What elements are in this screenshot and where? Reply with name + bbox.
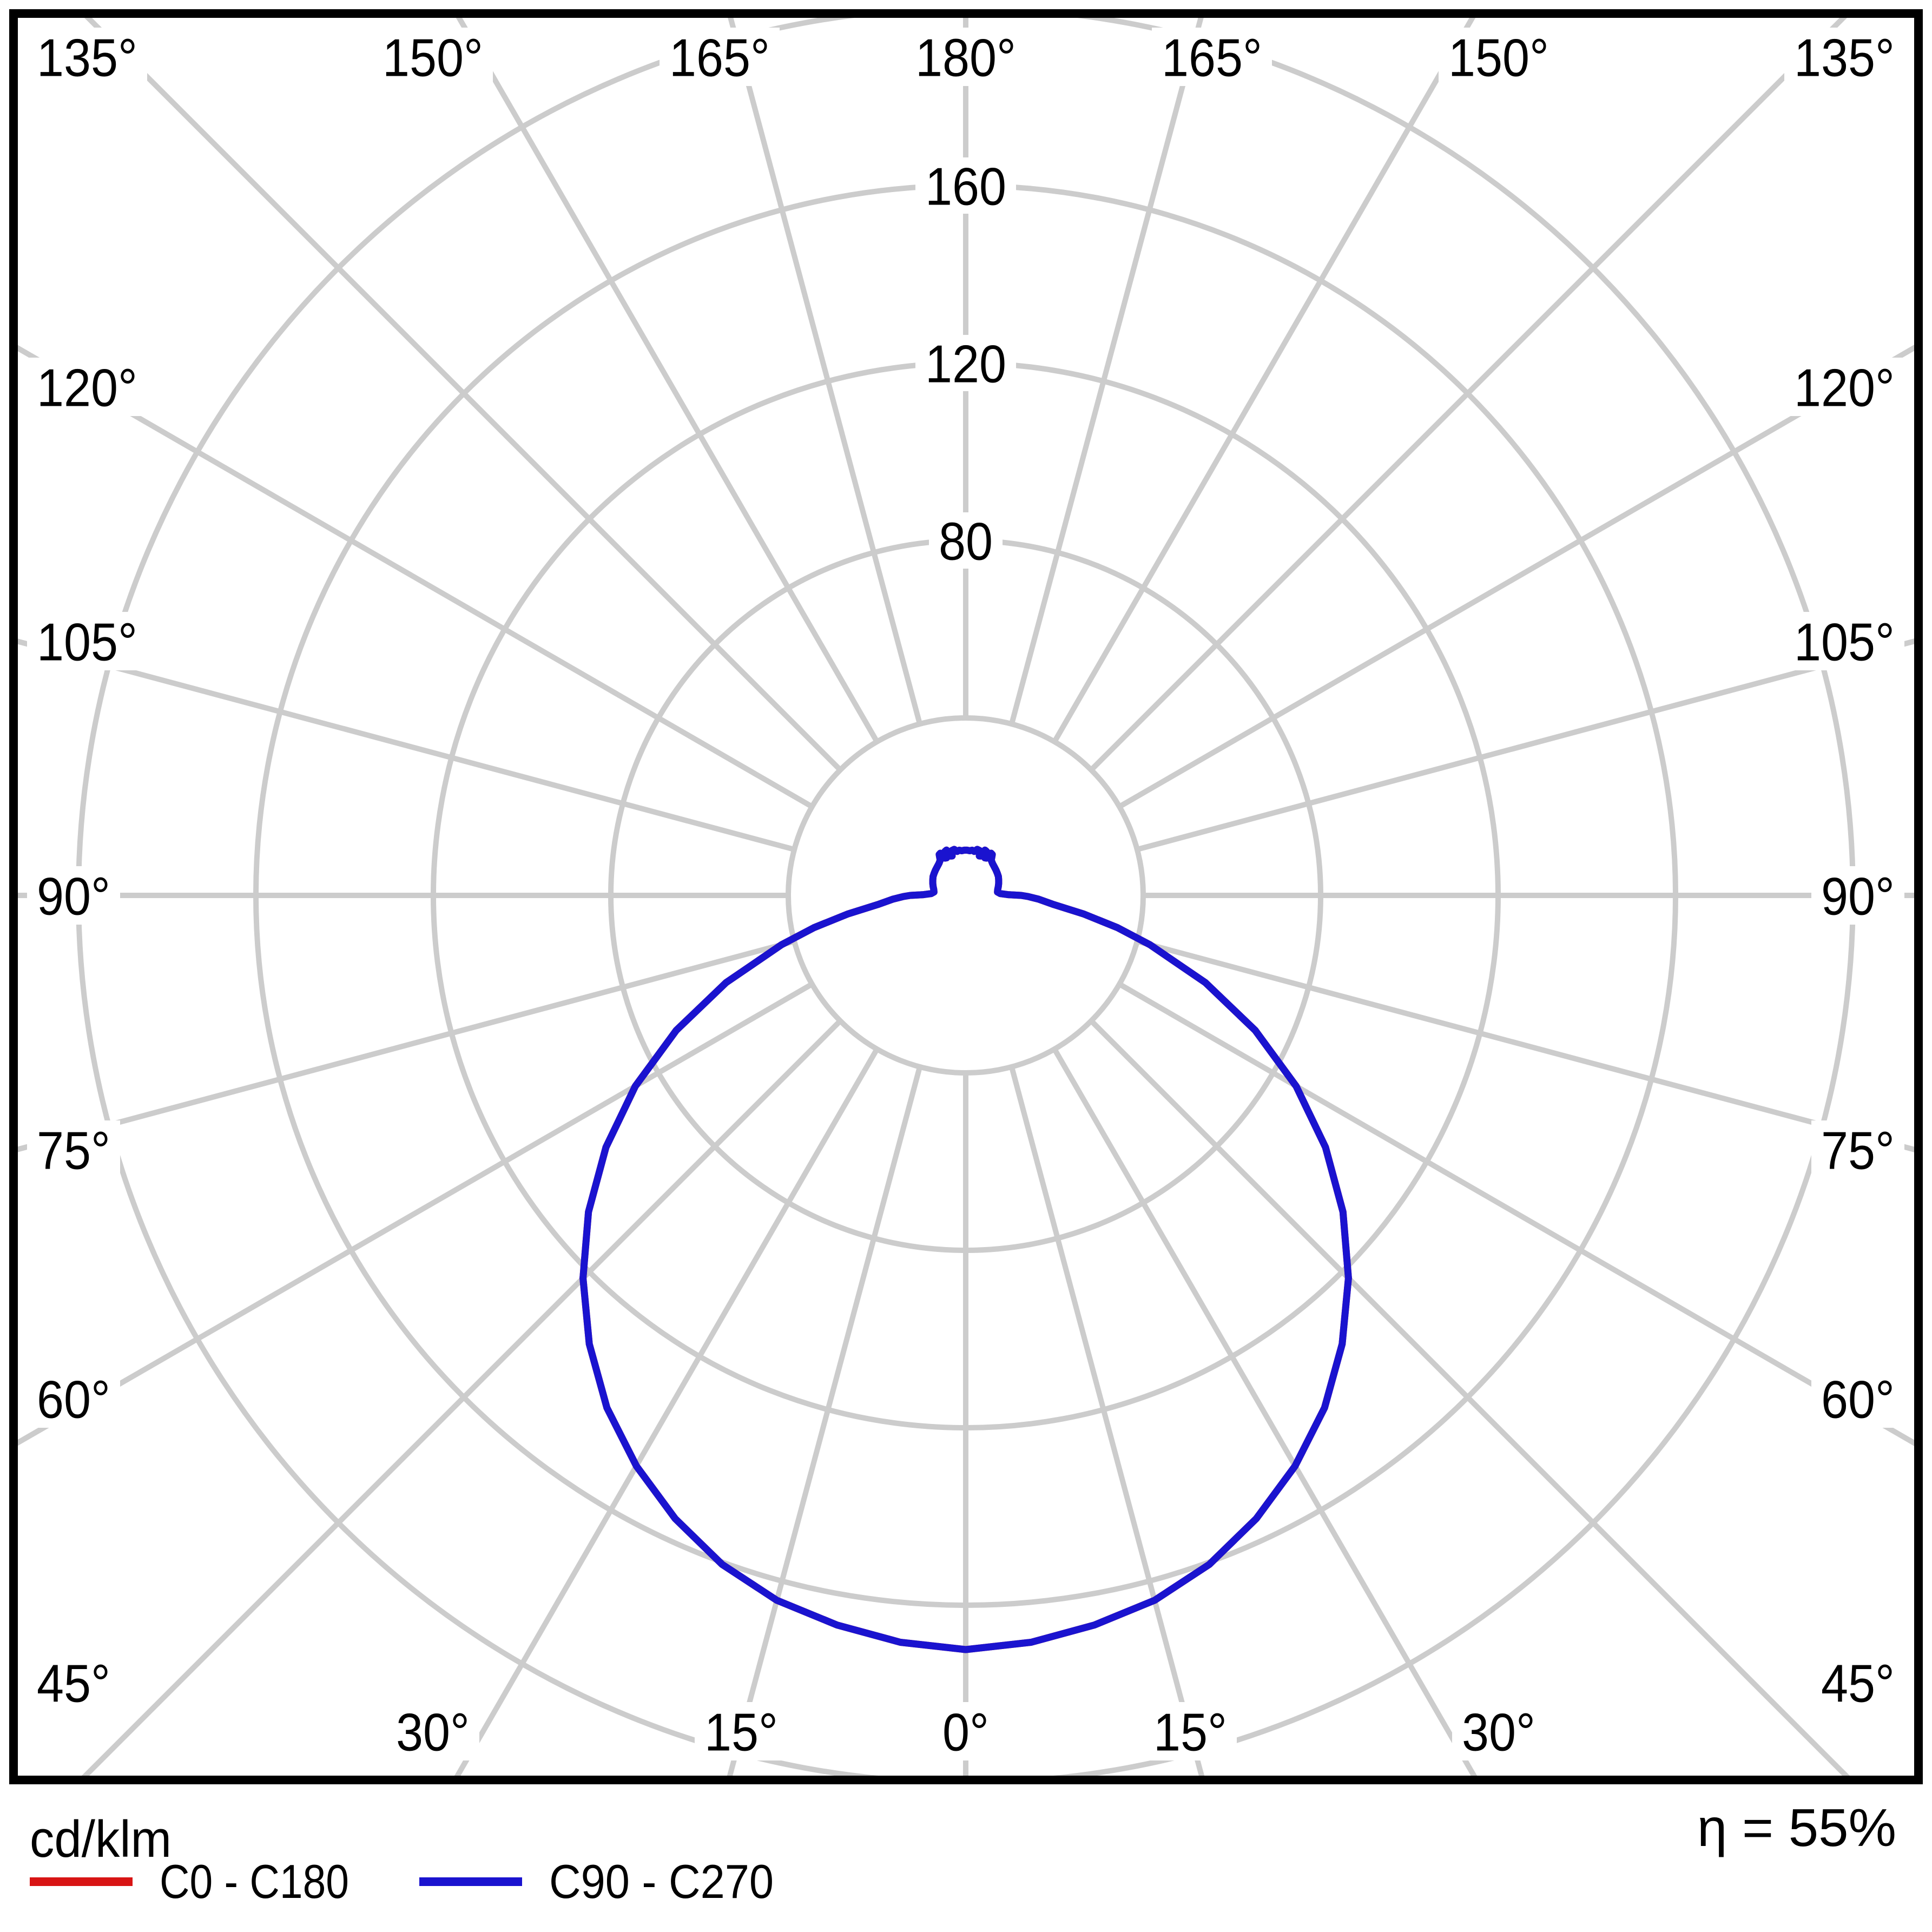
angle-label-105-right: 105° bbox=[1794, 612, 1895, 671]
angle-label-15-bottom-right: 15° bbox=[1153, 1702, 1227, 1762]
angle-label-150-top-right-bg bbox=[1439, 28, 1559, 86]
angle-label-105-left: 105° bbox=[37, 612, 137, 671]
angle-label-45-bottom-right-bg bbox=[1811, 1653, 1904, 1712]
angle-label-30-bottom-right-bg bbox=[1452, 1702, 1545, 1760]
angle-label-150-top-right: 150° bbox=[1448, 28, 1549, 87]
angle-label-135-top-right: 135° bbox=[1794, 28, 1895, 87]
angle-label-90-left: 90° bbox=[37, 866, 110, 926]
intensity-curves bbox=[579, 846, 1352, 1653]
angle-label-90-left-bg bbox=[27, 866, 120, 925]
angle-label-120-right: 120° bbox=[1794, 358, 1895, 417]
angle-label-90-right-bg bbox=[1811, 866, 1904, 925]
radial-value-labels: 80 120 160 bbox=[915, 156, 1016, 571]
angle-label-60-left: 60° bbox=[37, 1369, 110, 1429]
unit-label: cd/klm bbox=[30, 1810, 172, 1868]
angle-label-75-left: 75° bbox=[37, 1120, 110, 1180]
angle-label-135-top-right-bg bbox=[1784, 28, 1904, 86]
polar-spoke-120 bbox=[1118, 345, 1914, 809]
polar-spoke-225 bbox=[84, 18, 842, 772]
efficiency-label: η = 55% bbox=[1697, 1798, 1896, 1857]
angle-label-0-bottom-bg bbox=[933, 1702, 999, 1760]
radial-label-120: 120 bbox=[925, 334, 1006, 393]
angle-label-135-top-left: 135° bbox=[37, 28, 137, 87]
angle-label-30-bottom-left-bg bbox=[386, 1702, 479, 1760]
angle-label-60-right-bg bbox=[1811, 1369, 1904, 1428]
legend-label-c0-c180: C0 - C180 bbox=[160, 1855, 349, 1908]
radial-label-160: 160 bbox=[925, 156, 1006, 216]
angle-label-75-right-bg bbox=[1811, 1120, 1904, 1179]
angle-label-30-bottom-left: 30° bbox=[396, 1702, 470, 1762]
legend-label-c90-c270: C90 - C270 bbox=[549, 1855, 774, 1908]
angle-label-75-left-bg bbox=[27, 1120, 120, 1179]
angle-label-75-right: 75° bbox=[1821, 1120, 1895, 1180]
angle-label-180-top: 180° bbox=[915, 28, 1016, 87]
angle-label-30-bottom-right: 30° bbox=[1462, 1702, 1535, 1762]
angle-label-15-bottom-left-bg bbox=[695, 1702, 788, 1760]
polar-spoke-330 bbox=[454, 1047, 880, 1776]
polar-spoke-105 bbox=[1136, 638, 1914, 852]
angle-label-0-bottom: 0° bbox=[942, 1702, 989, 1762]
angle-label-120-left-bg bbox=[27, 358, 147, 416]
angle-label-135-top-left-bg bbox=[27, 28, 147, 86]
angle-label-120-right-bg bbox=[1784, 358, 1904, 416]
angle-label-150-top-left: 150° bbox=[383, 28, 483, 87]
angle-label-45-bottom-left: 45° bbox=[37, 1653, 110, 1713]
polar-spoke-315 bbox=[81, 1019, 842, 1776]
polar-spoke-210 bbox=[456, 18, 880, 743]
radial-label-80-bg bbox=[929, 512, 1003, 569]
polar-spoke-345 bbox=[727, 1066, 922, 1776]
polar-spoke-60 bbox=[1118, 981, 1914, 1446]
angle-label-165-top-left: 165° bbox=[669, 28, 770, 87]
radial-label-160-bg bbox=[915, 157, 1016, 214]
angle-label-60-left-bg bbox=[27, 1369, 120, 1428]
polar-spoke-255 bbox=[18, 638, 795, 852]
angle-label-105-right-bg bbox=[1784, 612, 1904, 670]
radial-label-80: 80 bbox=[939, 511, 993, 571]
polar-spoke-300 bbox=[18, 981, 814, 1446]
polar-spoke-285 bbox=[18, 939, 795, 1152]
angle-label-150-top-left-bg bbox=[373, 28, 493, 86]
polar-spoke-15 bbox=[1009, 1066, 1205, 1776]
polar-spoke-30 bbox=[1052, 1047, 1478, 1776]
angle-labels: 135° 150° 165° 180° 165° 150° 135° 120° 105° 90° 7… bbox=[27, 28, 1904, 1762]
polar-spoke-240 bbox=[18, 345, 814, 809]
angle-label-180-top-bg bbox=[906, 28, 1026, 86]
angle-label-120-left: 120° bbox=[37, 358, 137, 417]
angle-label-60-right: 60° bbox=[1821, 1369, 1895, 1429]
polar-spoke-195 bbox=[728, 18, 922, 725]
chart-footer: cd/klm C0 - C180 C90 - C270 η = 55% bbox=[30, 1798, 1896, 1908]
polar-spoke-45 bbox=[1089, 1019, 1850, 1776]
radial-label-120-bg bbox=[915, 335, 1016, 391]
angle-label-165-top-left-bg bbox=[660, 28, 780, 86]
polar-spoke-165 bbox=[1009, 18, 1204, 725]
polar-spoke-75 bbox=[1136, 939, 1914, 1152]
angle-label-165-top-right-bg bbox=[1152, 28, 1272, 86]
angle-label-45-bottom-right: 45° bbox=[1821, 1653, 1895, 1713]
polar-spoke-135 bbox=[1089, 18, 1848, 772]
polar-spoke-150 bbox=[1052, 18, 1476, 743]
angle-label-105-left-bg bbox=[27, 612, 147, 670]
angle-label-15-bottom-left: 15° bbox=[704, 1702, 778, 1762]
angle-label-15-bottom-right-bg bbox=[1144, 1702, 1237, 1760]
angle-label-45-bottom-left-bg bbox=[27, 1653, 120, 1712]
angle-label-165-top-right: 165° bbox=[1162, 28, 1262, 87]
angle-label-90-right: 90° bbox=[1821, 866, 1895, 926]
curve-c90-c270 bbox=[579, 846, 1352, 1653]
